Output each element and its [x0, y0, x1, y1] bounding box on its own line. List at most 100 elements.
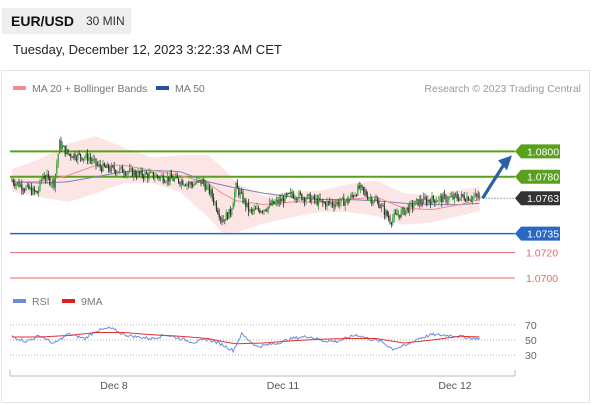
candle-body: [227, 212, 229, 219]
rsi-swatch: [13, 299, 26, 304]
candle-body: [220, 217, 222, 219]
candle-body: [141, 170, 143, 176]
candle-body: [25, 186, 27, 191]
candle-body: [199, 180, 201, 182]
candle-body: [280, 199, 282, 202]
candle-body: [148, 172, 150, 179]
timeframe-badge[interactable]: 30 MIN: [80, 8, 131, 34]
candle-body: [98, 164, 100, 166]
candle-body: [22, 189, 24, 191]
candle-body: [103, 163, 105, 167]
candle-body: [47, 174, 49, 177]
ma20-swatch: [13, 86, 26, 91]
candle-body: [33, 187, 35, 191]
candle-body: [259, 210, 261, 213]
candle-body: [73, 153, 75, 158]
candle-body: [318, 198, 320, 205]
candle-body: [397, 214, 399, 216]
candle-body: [416, 199, 418, 201]
candle-body: [78, 153, 80, 155]
candle-body: [420, 199, 422, 203]
candle-body: [197, 180, 199, 182]
candle-body: [129, 168, 131, 172]
candle-body: [234, 192, 236, 204]
candle-body: [57, 153, 59, 164]
candle-body: [358, 185, 360, 189]
candle-body: [178, 178, 180, 183]
candle-body: [407, 207, 409, 213]
candle-body: [31, 187, 33, 195]
candle-body: [115, 170, 117, 174]
credit-text: Research © 2023 Trading Central: [424, 83, 581, 95]
candle-body: [74, 153, 76, 159]
candle-body: [266, 210, 268, 212]
candle-body: [19, 184, 21, 187]
candle-body: [112, 165, 114, 167]
candle-body: [284, 193, 286, 203]
candle-body: [365, 191, 367, 196]
candle-body: [361, 185, 363, 187]
candle-body: [367, 195, 369, 200]
candle-body: [236, 182, 238, 188]
ma50-swatch: [156, 86, 169, 91]
candle-body: [224, 219, 226, 221]
candle-body: [59, 140, 61, 154]
candle-body: [291, 192, 293, 195]
candle-body: [369, 198, 371, 200]
instrument-label[interactable]: EUR/USD: [2, 8, 84, 34]
candle-body: [155, 175, 157, 178]
candle-body: [36, 191, 38, 194]
candle-body: [154, 177, 156, 179]
candle-body: [260, 211, 262, 213]
candle-body: [127, 171, 129, 173]
level-label-1-0735: 1.0735: [527, 229, 559, 241]
candle-body: [375, 199, 377, 201]
candle-body: [185, 185, 187, 187]
candle-body: [81, 157, 83, 161]
candle-body: [344, 201, 346, 206]
candle-body: [250, 209, 252, 211]
candle-body: [116, 172, 118, 174]
candle-body: [409, 203, 411, 213]
candle-body: [469, 199, 471, 201]
candle-body: [182, 180, 184, 186]
legend-ma50: MA 50: [156, 83, 205, 95]
candle-body: [396, 213, 398, 216]
candle-body: [305, 198, 307, 202]
candle-body: [133, 171, 135, 177]
candle-body: [221, 218, 223, 222]
candle-body: [196, 180, 198, 184]
candle-body: [431, 195, 433, 205]
candle-body: [211, 189, 213, 198]
candle-body: [32, 187, 34, 195]
candle-body: [327, 201, 329, 203]
candle-body: [418, 199, 420, 206]
legend-rsi: RSI: [13, 296, 50, 308]
candle-body: [410, 202, 412, 204]
candle-body: [323, 202, 325, 204]
candle-body: [285, 193, 287, 195]
candle-body: [207, 185, 209, 187]
timestamp: Tuesday, December 12, 2023 3:22:33 AM CE…: [13, 42, 282, 57]
candle-body: [353, 195, 355, 197]
candles-group: [11, 136, 481, 228]
x-tick-label-0: Dec 8: [100, 380, 128, 392]
candle-body: [434, 199, 436, 203]
level-label-1-0735-bg: [515, 226, 560, 241]
rsi-tick-70: 70: [525, 320, 537, 332]
candle-body: [315, 198, 317, 201]
candle-body: [53, 180, 55, 188]
candle-body: [451, 195, 453, 197]
level-label-1-0763-bg: [515, 191, 560, 206]
candle-body: [123, 172, 125, 174]
candle-body: [400, 210, 402, 218]
candle-body: [64, 145, 66, 155]
candle-body: [448, 197, 450, 201]
candle-body: [201, 179, 203, 184]
candle-body: [45, 178, 47, 180]
candle-body: [257, 207, 259, 211]
candle-body: [262, 211, 264, 213]
candle-body: [194, 183, 196, 185]
candle-body: [124, 173, 126, 175]
candle-body: [85, 153, 87, 158]
